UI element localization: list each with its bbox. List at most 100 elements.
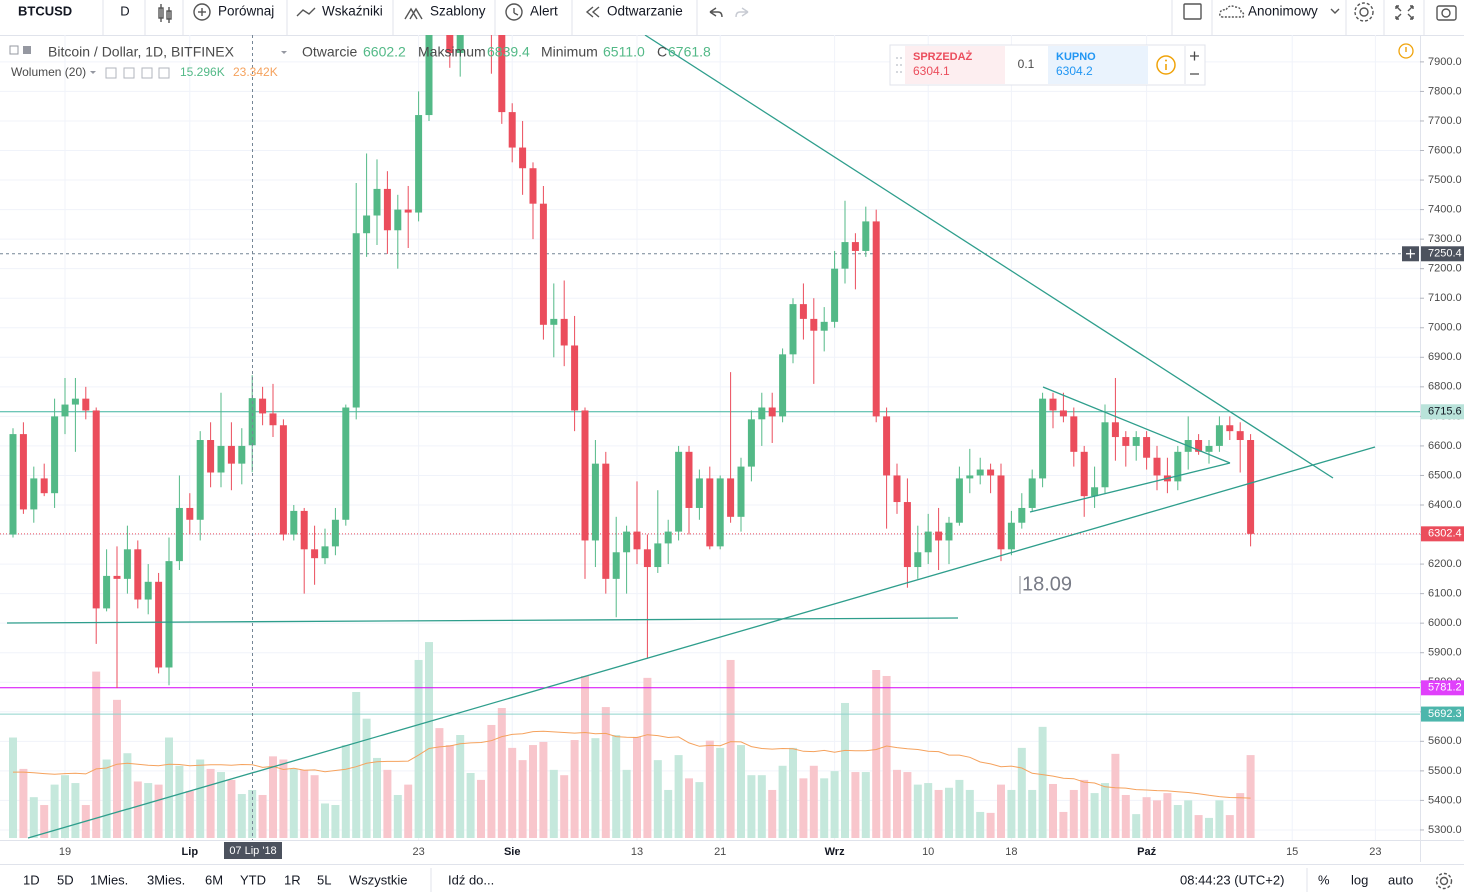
chart-style-icon[interactable] [158,4,172,23]
range-button[interactable]: Wszystkie [349,872,408,887]
legend-value: 6602.2 [363,44,406,60]
range-button[interactable]: 1R [284,872,301,887]
volume-bar [1246,755,1255,838]
legend-value: 6761.8 [668,44,711,60]
settings-icon[interactable] [1435,872,1453,890]
legend-icon[interactable] [23,46,31,54]
price-label: 6302.4 [1428,528,1462,540]
range-button[interactable]: 5L [317,872,331,887]
candle-body [404,209,412,213]
volume-bar [726,659,735,838]
range-button[interactable]: 3Mies. [147,872,185,887]
candle-body [1226,425,1234,432]
candle-body [987,469,995,476]
y-tick-label: 7700.0 [1428,115,1462,127]
price-lines [0,253,1420,715]
candle-body [279,425,287,535]
toolbar-button[interactable]: Wskaźniki [322,4,383,19]
trend-line[interactable] [6,617,959,624]
trend-line[interactable] [27,446,1376,839]
range-button[interactable]: 5D [57,872,74,887]
layout-icon[interactable] [1183,3,1202,20]
settings-icon[interactable] [1354,2,1374,22]
volume-bar [945,787,953,838]
warning-icon[interactable] [1398,43,1414,59]
goto-date[interactable]: Idź do... [448,872,494,887]
snapshot-icon[interactable] [1436,5,1457,21]
range-button[interactable]: 6M [205,872,223,887]
candle-body [893,475,901,503]
volume-bar [622,769,631,838]
scale-option[interactable]: auto [1388,872,1413,887]
trend-line[interactable] [1029,462,1231,513]
drag-handle[interactable] [896,57,902,73]
candle-body [269,413,277,426]
buy-button[interactable] [1048,46,1148,84]
volume-bar [310,775,319,838]
legend-icon[interactable] [9,45,19,55]
range-button[interactable]: 1D [23,872,40,887]
toolbar-button[interactable]: Odtwarzanie [607,4,683,19]
chevron-icon[interactable] [1330,8,1340,14]
volume-bar [50,784,59,838]
candle-body [1028,478,1036,508]
volume-bar [1225,815,1234,838]
volume-bar [778,765,787,838]
legend-menu[interactable] [281,51,287,54]
candle-body [1049,398,1057,411]
range-button[interactable]: YTD [240,872,266,887]
volume-bar [477,779,485,838]
undo-icon[interactable] [709,7,723,18]
price-label-box [1421,526,1464,542]
price-label: 6715.6 [1428,406,1462,418]
candle-body [519,147,527,169]
volume-bar [217,772,225,838]
volume-bar [882,675,891,838]
candle-body [363,215,371,234]
scale-option[interactable]: % [1318,872,1330,887]
quantity-stepper[interactable] [1190,51,1199,75]
candle-body [675,451,683,532]
candle-body [71,398,79,405]
range-button[interactable]: 1Mies. [90,872,128,887]
volume-bar [19,768,28,838]
volume-bar [591,738,600,838]
volume-bar [393,794,402,838]
toolbar-button[interactable]: Szablony [430,4,486,19]
volume-bar [789,747,797,838]
candle-body [19,434,27,510]
user-menu[interactable]: Anonimowy [1248,4,1318,19]
trend-line[interactable] [1042,386,1231,464]
info-icon[interactable] [1156,55,1176,75]
volume-bar [175,765,184,838]
sell-button[interactable] [905,46,1005,84]
volume-bar [1038,726,1047,838]
volume-menu[interactable] [90,71,96,74]
volume-bar [248,789,257,838]
volume-bar [497,708,506,838]
scale-option[interactable]: log [1351,872,1368,887]
volume-bar [1132,814,1141,838]
candle-body [820,321,828,331]
fullscreen-icon[interactable] [1395,5,1414,20]
interval[interactable]: D [120,3,129,18]
candle-body [612,552,620,579]
volume-bar [404,784,413,838]
y-tick-label: 7600.0 [1428,144,1462,156]
redo-icon[interactable] [735,7,749,18]
sell-price: 6304.1 [913,64,950,78]
volume-bar [40,805,49,838]
y-tick-label: 6200.0 [1428,558,1462,570]
volume-bar [144,783,153,838]
volume-bar [487,724,496,838]
trend-line[interactable] [644,35,1334,479]
candle-body [862,221,870,251]
price-axis: 5300.05400.05500.05600.05700.05800.05900… [1402,56,1464,836]
toolbar-button[interactable]: Porównaj [218,4,274,19]
volume-bar [185,790,194,838]
symbol[interactable]: BTCUSD [18,3,72,18]
volume-value: 15.296K [180,65,225,79]
toolbar-button[interactable]: Alert [530,4,558,19]
legend-value: 6839.4 [487,44,530,60]
volume-controls[interactable] [105,67,170,79]
